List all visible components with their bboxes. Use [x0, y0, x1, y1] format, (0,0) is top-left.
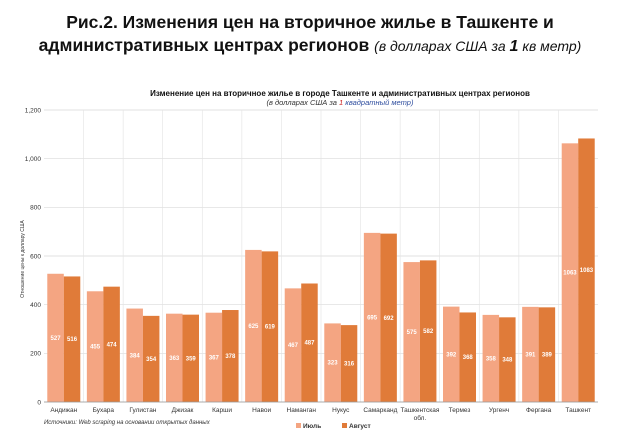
legend: Июль Август [296, 423, 371, 430]
source-note: Источники: Web scraping на основании отк… [44, 420, 211, 426]
bar [443, 306, 460, 402]
bar [47, 273, 64, 402]
data-label: 1063 [563, 271, 577, 277]
axes: 0 200 400 600 800 1,000 1,200 Андижан Бухара Гули… [25, 107, 598, 422]
bar [261, 251, 279, 402]
data-label: 575 [407, 330, 418, 336]
x-tick-label: Ургенч [489, 407, 509, 414]
data-label: 474 [107, 342, 118, 348]
bar [324, 323, 341, 402]
data-label: 323 [328, 361, 339, 367]
data-label: 455 [90, 345, 101, 351]
bar [538, 307, 556, 402]
data-label: 392 [446, 352, 457, 358]
bar [205, 312, 223, 402]
data-label: 358 [486, 356, 497, 362]
x-tick-label: Самарканд [363, 407, 397, 414]
x-tick-label: Навои [252, 407, 271, 414]
bar [578, 138, 595, 402]
y-tick-label: 400 [30, 302, 41, 309]
data-label: 348 [502, 358, 513, 364]
bar [166, 313, 183, 402]
bar [403, 262, 420, 402]
bar [103, 286, 120, 402]
bar [63, 276, 81, 402]
x-tick-label: Гулистан [129, 407, 156, 414]
data-label: 467 [288, 343, 299, 349]
data-label: 695 [367, 315, 378, 321]
data-label: 582 [423, 329, 434, 335]
data-label: 367 [209, 355, 220, 361]
gridlines [44, 109, 598, 403]
x-tick-label: Андижан [50, 407, 77, 414]
data-label: 359 [186, 356, 197, 362]
page-title-main: Рис.2. Изменения цен на вторичное жилье … [38, 12, 554, 55]
x-tick-label: обл. [414, 414, 427, 422]
legend-swatch [296, 423, 301, 428]
bar [363, 232, 381, 402]
y-axis-label: Отношение цены к доллару США [20, 220, 26, 298]
data-label: 354 [146, 357, 157, 363]
data-label: 487 [304, 341, 315, 347]
bar [142, 315, 160, 402]
y-tick-label: 1,200 [25, 107, 42, 114]
x-tick-label: Фергана [526, 407, 552, 414]
bar [301, 283, 318, 402]
legend-label: Август [349, 423, 371, 430]
bar [459, 312, 476, 402]
data-label: 625 [248, 324, 259, 330]
x-tick-label: Ташкент [565, 407, 591, 414]
bar [380, 233, 397, 402]
data-label: 619 [265, 325, 276, 331]
chart-title: Изменение цен на вторичное жилье в город… [150, 89, 530, 98]
page-title: Рис.2. Изменения цен на вторичное жилье … [0, 11, 620, 58]
y-tick-label: 1,000 [25, 156, 42, 163]
data-label: 527 [51, 336, 62, 342]
bar [284, 288, 302, 402]
data-label: 363 [169, 356, 180, 362]
data-label: 316 [344, 362, 355, 368]
bar [245, 249, 262, 402]
x-tick-label: Бухара [93, 407, 115, 414]
data-label: 516 [67, 337, 78, 343]
x-tick-label: Ташкентская [400, 407, 439, 414]
chart-subtitle: (в долларах США за 1 квадратный метр) [267, 98, 414, 107]
bar [340, 325, 358, 402]
x-tick-label: Карши [212, 407, 232, 414]
data-label: 389 [542, 353, 553, 359]
y-tick-label: 600 [30, 253, 41, 260]
bar [182, 314, 199, 402]
y-tick-label: 800 [30, 205, 41, 212]
y-tick-label: 0 [37, 399, 41, 406]
data-label: 1083 [580, 268, 594, 274]
bar [86, 291, 104, 402]
data-label: 384 [130, 353, 141, 359]
bar [499, 317, 516, 402]
data-label: 368 [463, 355, 474, 361]
legend-swatch [342, 423, 347, 428]
x-tick-label: Наманган [287, 407, 317, 414]
bars: 527 516 455 474 384 354 363 359 367 378 625 619 467 4… [47, 138, 595, 402]
bar [561, 143, 579, 402]
bar [222, 310, 239, 402]
x-tick-label: Джизак [172, 407, 194, 414]
bar [522, 306, 539, 402]
data-label: 378 [225, 354, 236, 360]
bar [126, 308, 143, 402]
x-tick-label: Термез [449, 407, 471, 414]
bar [482, 314, 500, 402]
data-label: 692 [384, 316, 395, 322]
bar [419, 260, 437, 402]
page-title-sub: (в долларах США за 1 кв метр) [374, 38, 582, 55]
legend-label: Июль [303, 423, 321, 430]
data-label: 391 [525, 352, 536, 358]
y-tick-label: 200 [30, 351, 41, 358]
x-tick-label: Нукус [332, 407, 350, 414]
